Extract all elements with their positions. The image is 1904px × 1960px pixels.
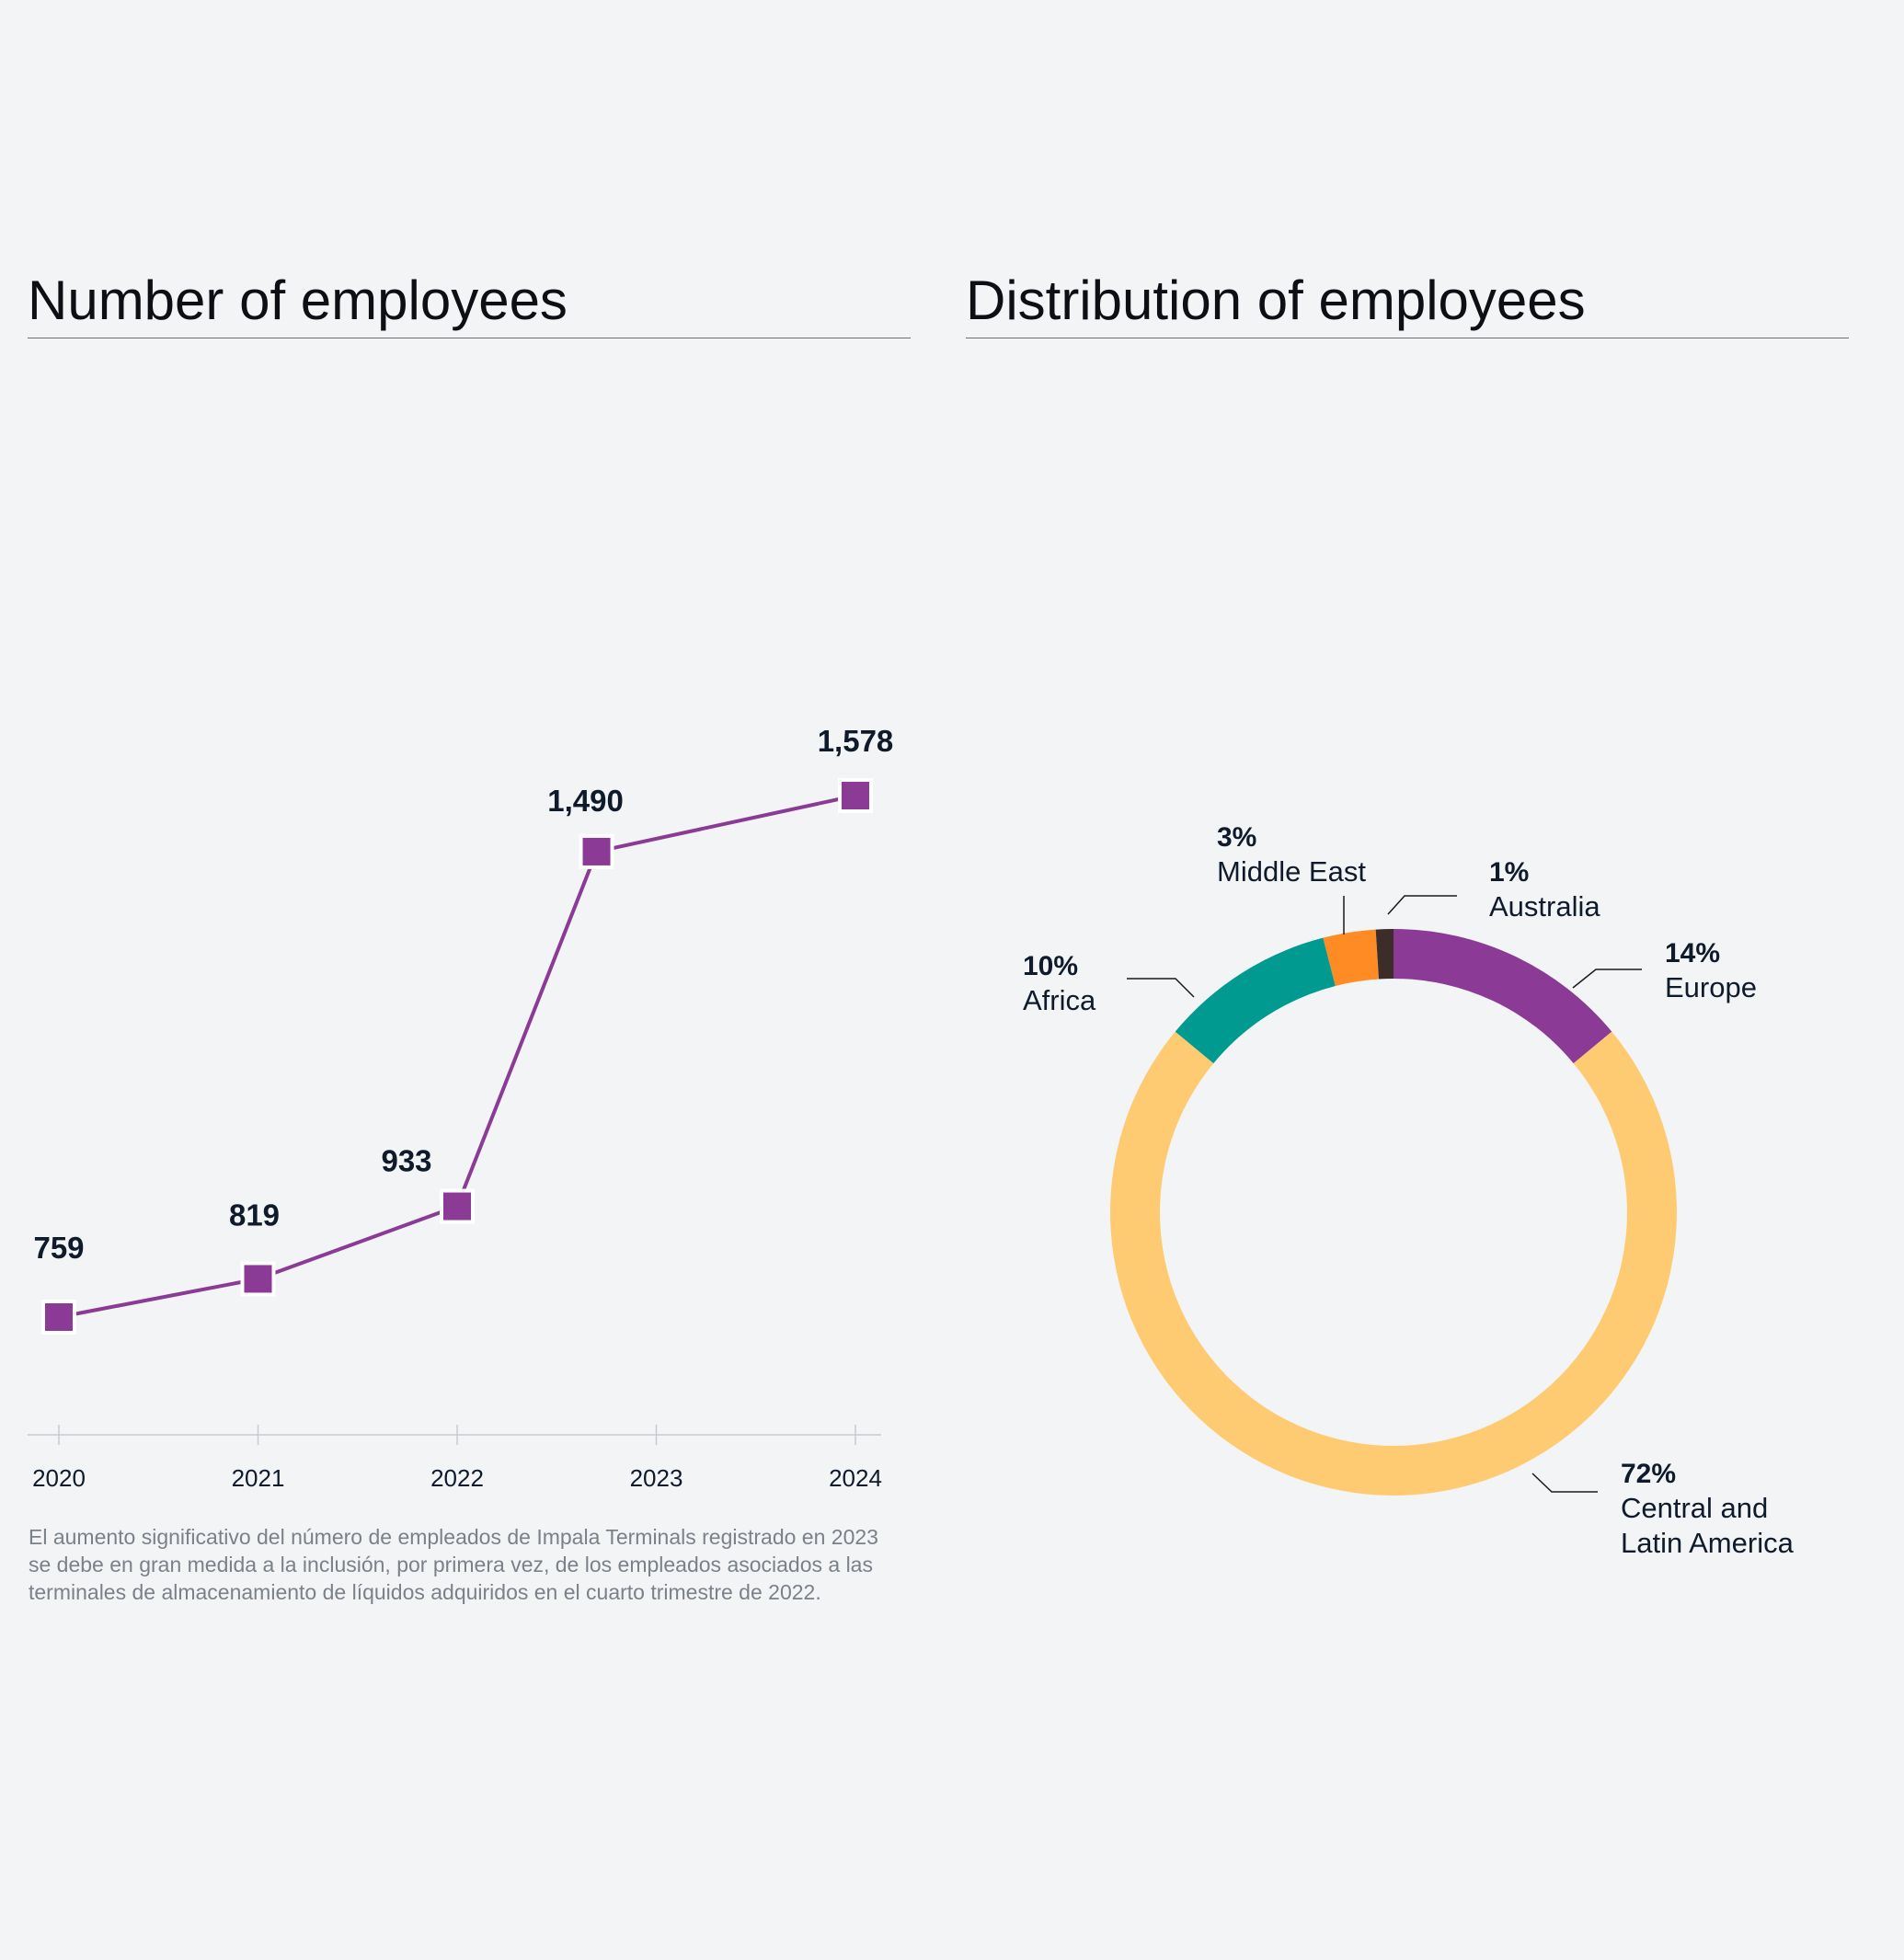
data-label: 759 bbox=[33, 1231, 84, 1265]
leader-line bbox=[1531, 1473, 1598, 1493]
x-tick-label: 2022 bbox=[430, 1464, 484, 1492]
slice-name-label: Europe bbox=[1665, 971, 1757, 1003]
data-label: 819 bbox=[229, 1198, 280, 1232]
x-tick-label: 2024 bbox=[829, 1464, 882, 1492]
slice-name-label: Central and bbox=[1621, 1492, 1768, 1524]
data-label: 1,578 bbox=[818, 724, 894, 758]
donut-slice bbox=[1323, 929, 1380, 986]
x-tick-label: 2020 bbox=[32, 1464, 86, 1492]
slice-name-label: Africa bbox=[1023, 984, 1096, 1016]
slice-percent-label: 1% bbox=[1489, 857, 1529, 888]
data-point-marker bbox=[41, 1300, 76, 1335]
chart-footnote: El aumento significativo del número de e… bbox=[29, 1525, 878, 1604]
x-tick-label: 2023 bbox=[630, 1464, 683, 1492]
line-chart-title: Number of employees bbox=[28, 269, 568, 331]
slice-percent-label: 72% bbox=[1621, 1459, 1676, 1489]
donut-slice bbox=[1394, 928, 1612, 1064]
leader-line bbox=[1127, 978, 1195, 998]
slice-name-label: Australia bbox=[1489, 890, 1600, 923]
donut-slice bbox=[1375, 929, 1394, 980]
slice-name-label: Middle East bbox=[1217, 855, 1366, 888]
data-point-marker bbox=[838, 778, 873, 814]
slice-percent-label: 10% bbox=[1023, 951, 1078, 981]
slice-percent-label: 14% bbox=[1665, 938, 1720, 969]
data-point-marker bbox=[579, 833, 614, 869]
x-tick-label: 2021 bbox=[232, 1464, 285, 1492]
donut-chart-title: Distribution of employees bbox=[966, 269, 1586, 331]
line-chart: 2020 2021 2022 2023 2024 759 819 933 1,490 1,578 bbox=[28, 724, 894, 1492]
data-point-marker bbox=[240, 1261, 276, 1297]
leader-line bbox=[1572, 969, 1642, 989]
donut-slice bbox=[1109, 1031, 1678, 1496]
donut-slice bbox=[1175, 937, 1336, 1064]
data-label: 933 bbox=[381, 1144, 431, 1178]
data-point-marker bbox=[440, 1188, 475, 1224]
data-label: 1,490 bbox=[547, 784, 624, 818]
slice-name-label: Latin America bbox=[1621, 1527, 1795, 1559]
leader-line bbox=[1387, 895, 1457, 915]
slice-percent-label: 3% bbox=[1217, 822, 1256, 853]
